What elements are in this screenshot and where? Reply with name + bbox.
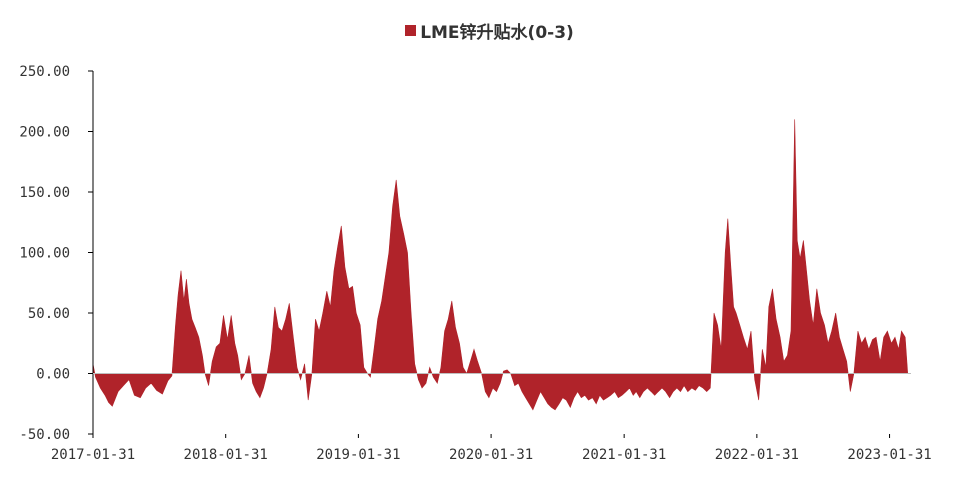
legend-label: LME锌升贴水(0-3) [420, 23, 574, 43]
x-tick-label: 2021-01-31 [582, 447, 666, 463]
y-tick-label: 50.00 [28, 306, 70, 322]
series-area [92, 119, 909, 411]
axes-group [88, 70, 911, 438]
x-tick-label: 2020-01-31 [449, 447, 533, 463]
x-tick-label: 2017-01-31 [51, 447, 135, 463]
chart-legend: LME锌升贴水(0-3) [0, 18, 979, 43]
y-tick-label: 250.00 [19, 64, 70, 80]
y-tick-label: 150.00 [19, 185, 70, 201]
y-tick-label: -50.00 [19, 427, 70, 443]
y-tick-label: 100.00 [19, 246, 70, 262]
x-tick-label: 2018-01-31 [184, 447, 268, 463]
series-area-group [92, 119, 909, 411]
legend-swatch [405, 25, 417, 36]
x-tick-label: 2019-01-31 [316, 447, 400, 463]
tick-labels-group: -50.00 0.00 50.00 100.00 150.00 200.00 250.00 2… [19, 64, 931, 463]
y-tick-label: 0.00 [36, 367, 70, 383]
x-tick-label: 2023-01-31 [847, 447, 931, 463]
x-tick-label: 2022-01-31 [715, 447, 799, 463]
y-tick-label: 200.00 [19, 125, 70, 141]
